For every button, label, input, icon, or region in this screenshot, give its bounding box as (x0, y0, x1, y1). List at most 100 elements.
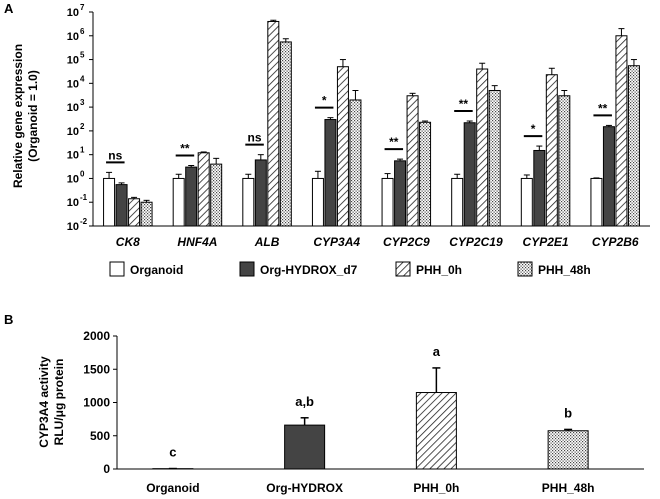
panel-a-y-tick-label: 10 (67, 102, 79, 114)
panel-a-bar (520, 177, 533, 227)
panel-a-bar (254, 159, 267, 227)
panel-b-y-tick-label: 0 (103, 462, 110, 476)
panel-a-y-tick-label: 10 (67, 126, 79, 138)
panel-a-y-tick-exponent: 5 (80, 51, 85, 60)
panel-a-y-tick-exponent: 4 (80, 74, 85, 83)
panel-a-category-label: HNF4A (177, 235, 217, 249)
panel-a-significance-label: ** (598, 101, 608, 115)
panel-a-y-tick-label: 10 (67, 78, 79, 90)
panel-a-y-tick-label: 10 (67, 197, 79, 209)
panel-b-y-tick-label: 500 (90, 429, 110, 443)
panel-a-y-tick-exponent: -2 (80, 217, 88, 226)
panel-b-y-tick-label: 2000 (83, 329, 110, 343)
panel-a-bar (267, 20, 280, 227)
panel-b-y-tick-label: 1500 (83, 362, 110, 376)
panel-a-bar (279, 41, 292, 227)
panel-a-bar (140, 201, 153, 227)
panel-a-bar (615, 35, 628, 227)
panel-a-bar (210, 163, 223, 227)
panel-a-bar (476, 68, 489, 227)
panel-a-bar (349, 99, 362, 227)
panel-b-category-label: PHH_0h (413, 481, 459, 495)
panel-b-label: B (4, 312, 13, 327)
legend-swatch (239, 261, 255, 277)
panel-b-y-title: CYP3A4 activity RLU/μg protein (37, 356, 66, 448)
panel-b-ylabel-line1: CYP3A4 activity (37, 356, 51, 448)
panel-a-y-tick-exponent: 2 (80, 122, 85, 131)
panel-a-bar (185, 166, 198, 227)
panel-b-bar (547, 430, 589, 470)
panel-a-bar (558, 95, 571, 227)
panel-a-significance-label: ns (108, 148, 122, 162)
panel-b-y-tick-label: 1000 (83, 396, 110, 410)
panel-a-bar (381, 177, 394, 227)
panel-a-significance-label: ns (248, 131, 262, 145)
panel-a-bar (533, 149, 546, 227)
panel-a-ylabel-line1: Relative gene expression (11, 44, 25, 188)
panel-a-y-tick-exponent: 3 (80, 98, 85, 107)
panel-b-bar (415, 392, 457, 470)
panel-a-category-label: CYP2E1 (523, 235, 569, 249)
panel-a-label: A (4, 1, 14, 16)
panel-b-significance-letter: b (564, 405, 572, 420)
legend-label: Org-HYDROX_d7 (260, 263, 358, 277)
panel-a-bar (115, 184, 128, 227)
panel-a-category-label: CYP2B6 (592, 235, 639, 249)
panel-a-y-tick-label: 10 (67, 7, 79, 19)
panel-a-category-label: ALB (254, 235, 280, 249)
panel-a-bar (242, 177, 255, 227)
legend-label: PHH_0h (416, 263, 462, 277)
panel-a-bar (463, 122, 476, 227)
panel-a-bar (602, 126, 615, 227)
legend-swatch (395, 261, 411, 277)
legend-swatch (517, 261, 533, 277)
panel-a-y-title: Relative gene expression (Organoid = 1.0… (11, 44, 40, 188)
panel-a-bar (488, 89, 501, 227)
panel-a-bar (172, 177, 185, 227)
panel-b-chart: 0 500 1000 1500 2000 c Organoid a,b Org-HYDROX a P… (83, 329, 644, 495)
panel-a-y-tick-exponent: -1 (80, 193, 88, 202)
panel-b-significance-letter: a (433, 344, 441, 359)
panel-a-category-label: CK8 (116, 235, 140, 249)
panel-a-bar (311, 177, 324, 227)
panel-a-significance-label: * (322, 94, 327, 108)
panel-a-y-tick-exponent: 7 (80, 3, 85, 12)
panel-a-bar (336, 66, 349, 227)
panel-a-y-tick-label: 10 (67, 55, 79, 67)
panel-a-bar (324, 119, 337, 227)
panel-b-significance-letter: a,b (295, 394, 314, 409)
panel-a-bar (545, 74, 558, 227)
panel-a-bar (627, 65, 640, 227)
panel-b-category-label: Organoid (146, 481, 199, 495)
panel-a-bar (590, 177, 603, 227)
panel-a-bar (197, 152, 210, 227)
panel-a-category-label: CYP3A4 (313, 235, 360, 249)
panel-a-bar (128, 198, 141, 227)
panel-a-y-tick-label: 10 (67, 221, 79, 233)
panel-b-ylabel-line2: RLU/μg protein (52, 359, 66, 446)
panel-a-bar (419, 121, 432, 227)
panel-a-bar (103, 177, 116, 227)
panel-a-ylabel-line2: (Organoid = 1.0) (26, 70, 40, 162)
panel-a-y-tick-label: 10 (67, 150, 79, 162)
panel-a-significance-label: ** (180, 142, 190, 156)
panel-b-category-label: Org-HYDROX (266, 481, 343, 495)
panel-a-significance-label: ** (459, 97, 469, 111)
panel-a-category-label: CYP2C9 (383, 235, 430, 249)
panel-a-y-tick-exponent: 1 (80, 146, 85, 155)
panel-a-y-tick-label: 10 (67, 173, 79, 185)
legend-label: PHH_48h (538, 263, 591, 277)
panel-a-y-tick-label: 10 (67, 31, 79, 43)
panel-a-bar (406, 95, 419, 227)
panel-a-bar (451, 177, 464, 227)
panel-a-legend: Organoid Org-HYDROX_d7 PHH_0h PHH_48h (109, 261, 591, 277)
panel-b-bar (284, 424, 326, 470)
panel-a-significance-label: * (531, 122, 536, 136)
panel-a-y-tick-exponent: 6 (80, 27, 85, 36)
panel-b-significance-letter: c (169, 445, 176, 460)
panel-b-category-label: PHH_48h (542, 481, 595, 495)
legend-swatch (109, 261, 125, 277)
legend-label: Organoid (130, 263, 183, 277)
panel-a-bar (394, 160, 407, 227)
